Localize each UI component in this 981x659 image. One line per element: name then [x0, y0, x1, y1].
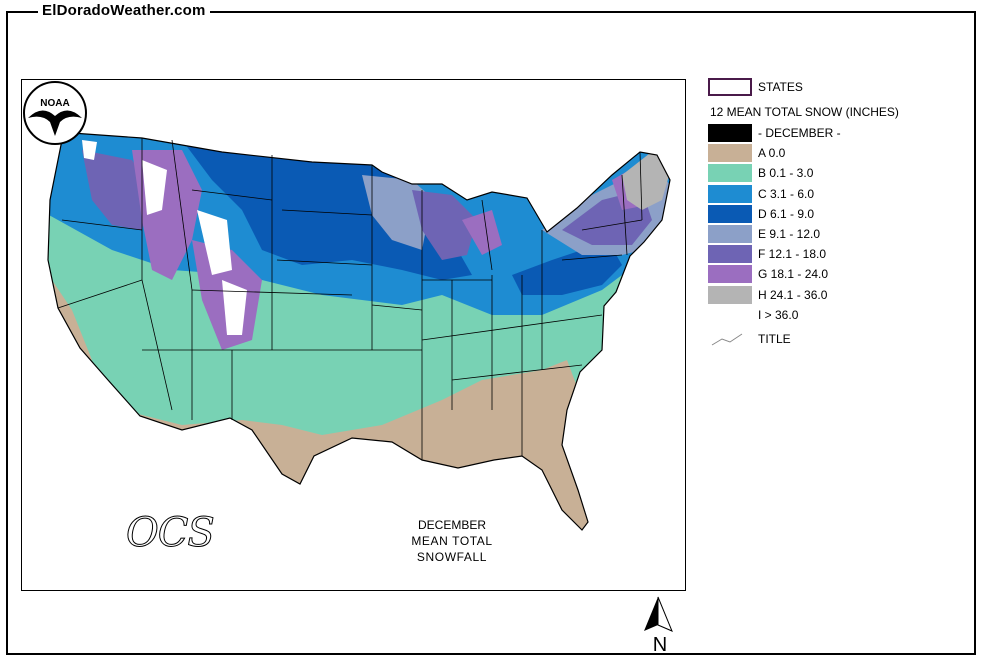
map-caption: DECEMBER MEAN TOTAL SNOWFALL [382, 517, 522, 565]
legend-item: H 24.1 - 36.0 [708, 285, 828, 304]
legend-swatch [708, 265, 752, 284]
legend-item-label: A 0.0 [758, 146, 786, 161]
legend-title-label: TITLE [758, 332, 791, 346]
caption-month: DECEMBER [417, 518, 486, 532]
legend-item: C 3.1 - 6.0 [708, 184, 815, 203]
legend-swatch [708, 305, 752, 324]
legend-heading: 12 MEAN TOTAL SNOW (INCHES) [710, 105, 899, 119]
page-frame [6, 11, 976, 655]
legend-swatch [708, 184, 752, 203]
snowfall-map: NOAA OCS DECEMBER MEAN TOTAL SNOWFALL [21, 79, 686, 591]
legend-swatch [708, 164, 752, 183]
legend-item-label: B 0.1 - 3.0 [758, 166, 814, 181]
state-boundaries [57, 138, 643, 460]
legend-item-label: - DECEMBER - [758, 126, 841, 140]
legend-item: G 18.1 - 24.0 [708, 265, 829, 284]
snowfall-zones [48, 133, 670, 530]
legend-swatch [708, 124, 752, 142]
north-label: N [653, 634, 667, 655]
legend-item-label: G 18.1 - 24.0 [758, 267, 829, 282]
title-line-icon [711, 333, 743, 346]
noaa-logo-text: NOAA [40, 98, 69, 109]
legend-item-label: D 6.1 - 9.0 [758, 206, 815, 221]
ocs-logo: OCS [126, 510, 216, 557]
legend-title-row: TITLE [708, 330, 791, 348]
site-title: ElDoradoWeather.com [38, 2, 210, 19]
legend-swatch [708, 245, 752, 264]
caption-title: MEAN TOTAL SNOWFALL [411, 534, 493, 564]
legend-item: - DECEMBER - [708, 124, 841, 142]
us-map-graphic [47, 132, 671, 531]
us-outline [47, 132, 671, 531]
legend-item: I > 36.0 [708, 305, 799, 324]
legend-states: STATES [708, 78, 803, 96]
legend-states-label: STATES [758, 80, 803, 94]
north-arrow: N [644, 596, 673, 655]
legend-item-label: C 3.1 - 6.0 [758, 186, 815, 201]
legend-item-label: E 9.1 - 12.0 [758, 227, 821, 241]
legend-swatch [708, 144, 752, 163]
legend-swatch [708, 225, 752, 243]
legend-item: A 0.0 [708, 144, 786, 163]
legend-item-label: F 12.1 - 18.0 [758, 247, 827, 262]
noaa-logo: NOAA [23, 81, 87, 145]
legend-item: F 12.1 - 18.0 [708, 245, 827, 264]
legend-swatch [708, 204, 752, 223]
legend-item: B 0.1 - 3.0 [708, 164, 814, 183]
legend-item-label: I > 36.0 [758, 307, 799, 322]
legend-swatch [708, 285, 752, 304]
legend-item: D 6.1 - 9.0 [708, 204, 815, 223]
states-swatch [708, 78, 752, 96]
legend-item: E 9.1 - 12.0 [708, 225, 820, 243]
legend-item-label: H 24.1 - 36.0 [758, 287, 828, 302]
